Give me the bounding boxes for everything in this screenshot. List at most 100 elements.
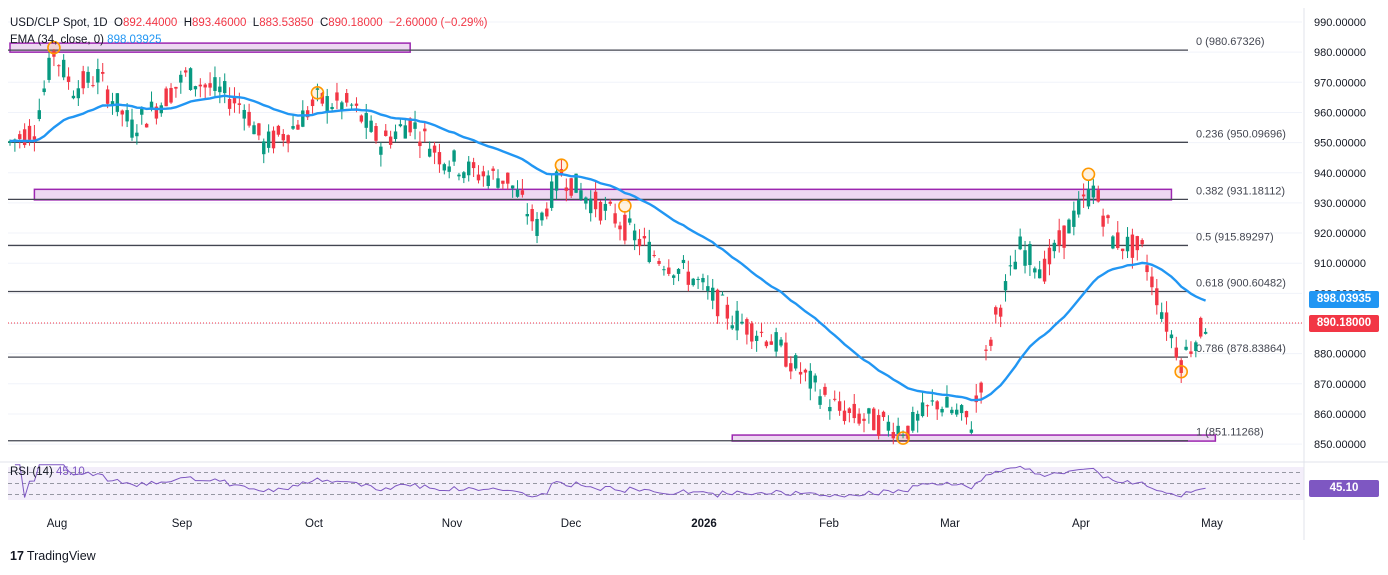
candle-body [564, 187, 569, 191]
candle-body [467, 161, 471, 176]
candle-body [662, 269, 666, 271]
price-axis[interactable]: 990.00000 980.00000 970.00000 960.00000 950.… [1314, 17, 1366, 451]
candle-body [833, 398, 837, 400]
candle-body [813, 375, 817, 383]
symbol-title[interactable]: USD/CLP Spot, 1D [10, 17, 108, 29]
candle-body [745, 319, 749, 335]
candle-body [96, 69, 100, 83]
candle-body [198, 84, 203, 87]
price-tick-label: 930.00000 [1314, 198, 1366, 210]
price-tick-label: 920.00000 [1314, 228, 1366, 240]
candle-body [842, 410, 847, 422]
fib-label: 0.382 (931.18112) [1196, 185, 1285, 197]
candle-body [1028, 243, 1032, 266]
candle-body [462, 172, 466, 179]
candle-body [632, 230, 637, 241]
rsi-legend[interactable]: RSI (14) 45.10 [10, 466, 85, 478]
candle-body [47, 57, 51, 80]
candle-body [681, 259, 686, 264]
swing-marker [618, 199, 632, 213]
candle-body [740, 321, 744, 324]
candle-body [486, 175, 490, 186]
candle-body [1042, 258, 1047, 282]
candle-body [623, 214, 627, 241]
month-label: Nov [442, 518, 463, 530]
candle-body [1003, 281, 1008, 291]
candle-body [735, 310, 739, 331]
price-tick-label: 870.00000 [1314, 379, 1366, 391]
last-price-badge: 890.18000 [1309, 315, 1379, 332]
candle-body [793, 355, 798, 369]
candle-body [1111, 236, 1115, 249]
candle-body [232, 96, 237, 104]
candle-body [169, 87, 173, 103]
candle-body [930, 400, 935, 402]
candle-body [1184, 346, 1188, 350]
candle-body [974, 395, 978, 403]
candle-body [901, 434, 905, 436]
price-tick-label: 880.00000 [1314, 349, 1366, 361]
candle-body [349, 104, 354, 106]
candle-body [369, 120, 373, 132]
candle-body [1164, 312, 1169, 332]
price-tick-label: 940.00000 [1314, 168, 1366, 180]
candle-body [42, 88, 46, 93]
candle-body [637, 238, 642, 247]
candle-body [691, 278, 695, 286]
rsi-legend-value: 45.10 [56, 466, 85, 478]
candle-body [906, 425, 910, 439]
fib-label: 0.5 (915.89297) [1196, 231, 1274, 243]
candle-body [427, 148, 432, 157]
rsi-panel [8, 472, 1302, 495]
candle-body [515, 189, 520, 197]
candle-body [520, 190, 525, 195]
rsi-value-badge: 45.10 [1309, 480, 1379, 497]
candle-body [886, 421, 891, 431]
swing-marker [310, 86, 325, 100]
candle-body [676, 268, 681, 274]
candle-body [203, 84, 207, 88]
candle-body [330, 106, 334, 110]
candle-body [711, 287, 715, 301]
candle-body [149, 101, 154, 110]
ema-legend[interactable]: EMA (34, close, 0) 898.03925 [10, 34, 162, 46]
candle-body [798, 371, 803, 375]
tradingview-logo[interactable]: 17 TradingView [10, 549, 96, 563]
time-axis[interactable]: Aug Sep Oct Nov Dec 2026 Feb Mar Apr May [47, 518, 1223, 530]
candle-body [867, 408, 871, 414]
candle-body [1033, 268, 1037, 273]
candle-body [998, 307, 1003, 317]
candle-body [18, 134, 22, 139]
candle-body [1140, 240, 1144, 245]
candle-body [208, 83, 212, 88]
candle-body [71, 95, 76, 99]
candle-body [384, 130, 388, 136]
candle-body [471, 162, 476, 169]
candle-body [984, 349, 988, 351]
candle-body [315, 88, 320, 90]
candle-body [759, 331, 764, 333]
candle-body [764, 341, 769, 347]
candle-body [872, 408, 876, 431]
month-label: Dec [561, 518, 582, 530]
candle-body [1203, 331, 1208, 334]
candle-body [671, 275, 676, 278]
candle-body [642, 236, 647, 239]
candle-body [837, 401, 842, 411]
candle-body [1086, 188, 1091, 207]
candle-body [510, 185, 515, 189]
rsi-legend-label: RSI (14) [10, 466, 53, 478]
candle-body [1047, 247, 1052, 265]
candle-body [276, 125, 281, 135]
candle-body [423, 128, 427, 132]
month-label: Aug [47, 518, 67, 530]
candle-body [66, 76, 71, 82]
candle-body [530, 209, 534, 222]
candle-body [862, 418, 866, 421]
candle-body [696, 278, 700, 280]
candle-body [1023, 250, 1027, 266]
candle-body [291, 126, 295, 129]
price-tick-label: 860.00000 [1314, 409, 1366, 421]
candle-body [574, 173, 578, 193]
